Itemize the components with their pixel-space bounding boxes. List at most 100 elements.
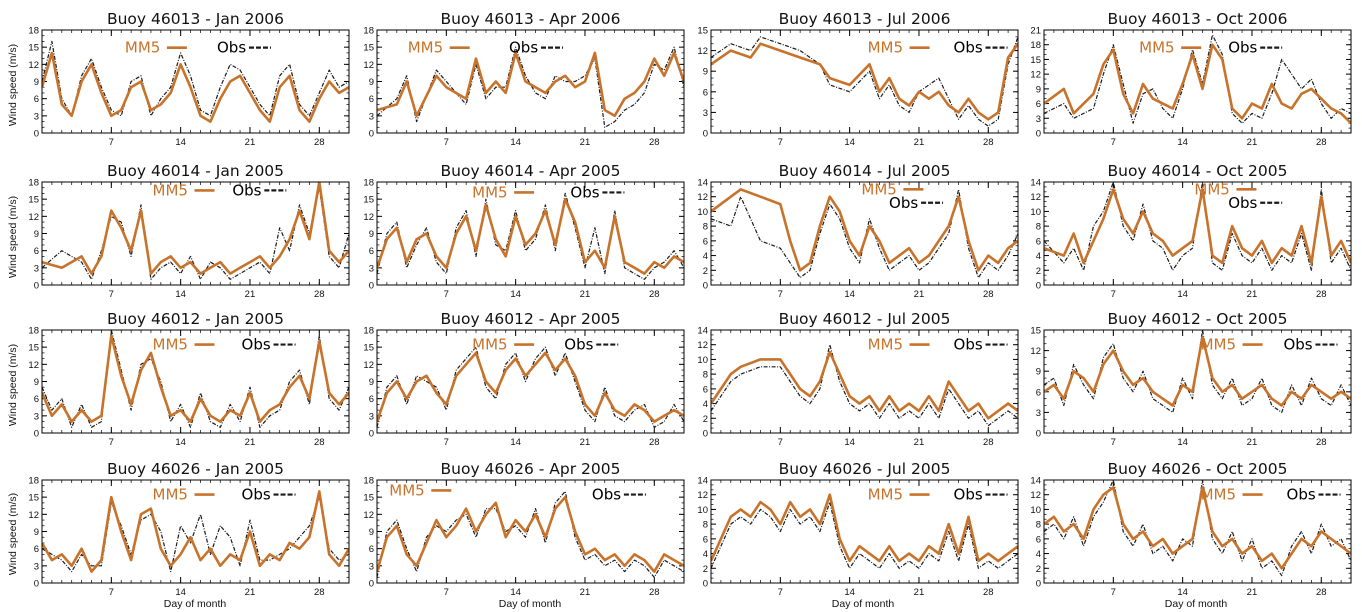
mm5-series-line	[1044, 43, 1351, 125]
chart-panel: Buoy 46013 - Jan 2006 0 3 6 9 12 15 18 7 14 21 28 MM…	[28, 10, 350, 148]
ylabel-row-4: Wind speed (m/s)	[7, 493, 19, 575]
y-tick-label: 3	[703, 108, 708, 119]
obs-series-line	[377, 490, 684, 578]
xlabel-col-4: Day of month	[1165, 598, 1228, 610]
y-tick-label: 4	[1036, 549, 1041, 560]
y-tick-label: 9	[369, 527, 374, 538]
legend-mm5-label: MM5	[1194, 180, 1229, 198]
chart-title: Buoy 46014 - Apr 2005	[441, 162, 621, 180]
y-tick-label: 15	[363, 43, 374, 54]
x-tick-label: 21	[580, 587, 591, 598]
y-tick-label: 0	[369, 129, 374, 140]
legend-obs-label: Obs	[570, 183, 599, 201]
plot-frame	[1043, 181, 1352, 286]
chart-title: Buoy 46012 - Jan 2005	[107, 310, 284, 328]
legend-mm5-label: MM5	[408, 39, 443, 57]
y-tick-label: 0	[1036, 429, 1041, 440]
y-tick-label: 0	[34, 579, 39, 590]
y-tick-label: 6	[34, 394, 39, 405]
y-tick-label: 2	[703, 266, 708, 277]
legend-mm5-label: MM5	[1201, 336, 1236, 354]
y-tick-label: 4	[703, 251, 708, 262]
y-tick-label: 12	[697, 46, 708, 57]
plot-frame	[1043, 329, 1352, 434]
y-tick-label: 0	[369, 429, 374, 440]
legend-mm5-label: MM5	[868, 39, 903, 57]
obs-series-line	[711, 344, 1018, 427]
chart-title: Buoy 46013 - Apr 2006	[441, 10, 621, 28]
y-tick-label: 15	[697, 26, 708, 37]
xlabel-col-2: Day of month	[499, 598, 562, 610]
plot-frame	[1043, 29, 1352, 134]
obs-series-line	[711, 36, 1018, 127]
x-tick-label: 14	[510, 587, 521, 598]
legend: MM5 Obs	[408, 39, 564, 57]
y-tick-label: 10	[697, 505, 708, 516]
x-tick-label: 28	[649, 587, 660, 598]
y-tick-label: 8	[703, 370, 708, 381]
y-tick-label: 6	[369, 544, 374, 555]
y-tick-label: 6	[369, 394, 374, 405]
y-tick-label: 8	[703, 222, 708, 233]
x-tick-label: 14	[510, 137, 521, 148]
legend-obs-label: Obs	[242, 336, 271, 354]
x-tick-label: 28	[1316, 289, 1327, 300]
x-tick-label: 28	[1316, 587, 1327, 598]
chart-panel: Buoy 46012 - Oct 2005 0 3 6 9 12 15 7 14 21 28 MM5 O…	[1030, 310, 1352, 448]
y-tick-label: 12	[363, 60, 374, 71]
chart-panel: Buoy 46013 - Apr 2006 0 3 6 9 12 15 18 7 14 21 28 MM…	[363, 10, 685, 148]
legend-mm5-label: MM5	[868, 486, 903, 504]
y-tick-label: 15	[28, 195, 39, 206]
y-tick-label: 0	[34, 281, 39, 292]
chart-panel: Buoy 46014 - Oct 2005 0 2 4 6 8 10 12 14 7 14 21 28 M…	[1030, 162, 1352, 300]
x-tick-label: 7	[109, 137, 114, 148]
legend-mm5-label: MM5	[389, 481, 424, 499]
obs-series-line	[377, 46, 684, 128]
y-tick-label: 12	[697, 192, 708, 203]
y-tick-label: 6	[703, 384, 708, 395]
x-tick-label: 21	[580, 137, 591, 148]
mm5-series-line	[42, 182, 349, 275]
obs-series-line	[42, 496, 349, 573]
mm5-series-line	[711, 493, 1018, 563]
y-tick-label: 4	[703, 399, 708, 410]
y-tick-label: 18	[28, 326, 39, 337]
y-tick-label: 2	[1036, 266, 1041, 277]
y-tick-label: 14	[1030, 178, 1041, 189]
obs-series-line	[377, 346, 684, 428]
y-tick-label: 15	[1030, 55, 1041, 66]
legend-obs-label: Obs	[954, 486, 983, 504]
y-tick-label: 9	[703, 67, 708, 78]
chart-title: Buoy 46026 - Oct 2005	[1108, 460, 1288, 478]
y-tick-label: 15	[363, 343, 374, 354]
chart-panel: Buoy 46026 - Jan 2005 0 3 6 9 12 15 18 7 14 21 28 MM…	[28, 460, 350, 598]
y-tick-label: 18	[1030, 40, 1041, 51]
x-tick-label: 28	[314, 437, 325, 448]
x-tick-label: 21	[914, 587, 925, 598]
x-tick-label: 7	[1111, 137, 1116, 148]
plot-frame	[376, 479, 685, 584]
y-tick-label: 3	[369, 561, 374, 572]
y-tick-label: 3	[1036, 408, 1041, 419]
y-tick-label: 3	[34, 263, 39, 274]
xlabel-group: Day of month Day of month Day of month D…	[164, 598, 1228, 610]
x-tick-label: 28	[983, 137, 994, 148]
x-tick-label: 21	[914, 437, 925, 448]
mm5-series-line	[1044, 188, 1351, 265]
legend-obs-label: Obs	[509, 39, 538, 57]
y-tick-label: 18	[363, 326, 374, 337]
x-tick-label: 7	[778, 587, 783, 598]
x-tick-label: 14	[1177, 289, 1188, 300]
x-tick-label: 7	[109, 437, 114, 448]
chart-title: Buoy 46014 - Jul 2005	[779, 162, 951, 180]
y-tick-label: 3	[369, 263, 374, 274]
y-tick-label: 12	[697, 340, 708, 351]
x-tick-label: 21	[914, 289, 925, 300]
